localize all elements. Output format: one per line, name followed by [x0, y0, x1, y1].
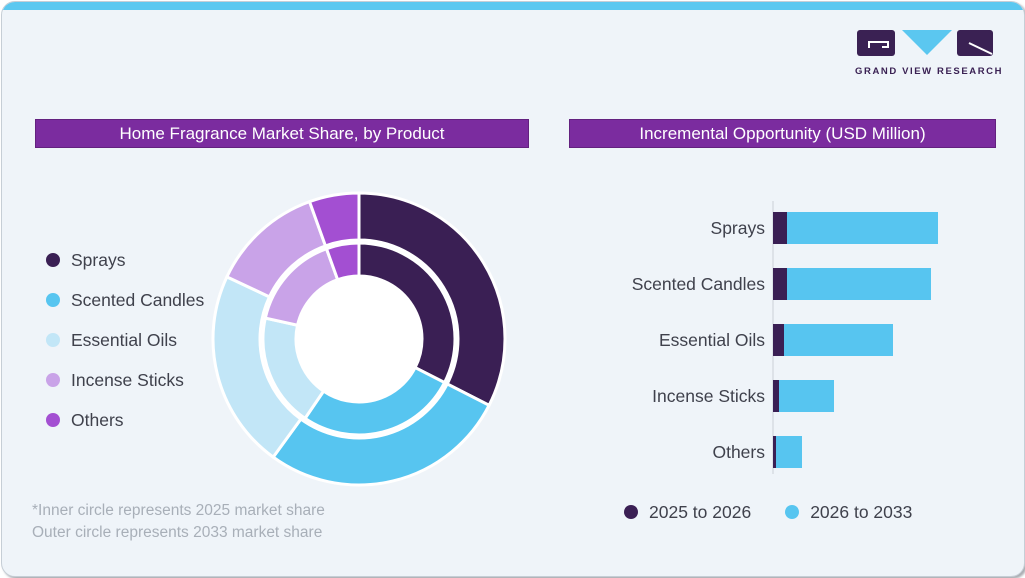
bar-segment-2026-2033: [776, 436, 802, 468]
legend-dot-2025-2026: [624, 505, 638, 519]
bar-chart-title: Incremental Opportunity (USD Million): [569, 119, 996, 148]
footnote-line-2: Outer circle represents 2033 market shar…: [32, 524, 323, 541]
bar-segment-2026-2033: [779, 380, 834, 412]
legend-dot-2026-2033: [785, 505, 800, 519]
legend-dot-sprays: [46, 253, 60, 267]
bar-label: Scented Candles: [631, 273, 765, 294]
legend-label: Sprays: [71, 249, 126, 270]
legend-item-scented-candles: Scented Candles: [46, 287, 204, 313]
logo-wordmark: GRAND VIEW RESEARCH: [855, 66, 1004, 77]
legend-item-others: Others: [46, 407, 204, 433]
bar-track: [773, 268, 931, 300]
bar-label: Others: [712, 441, 765, 462]
legend-dot-essential-oils: [46, 333, 60, 347]
donut-chart: [211, 191, 507, 487]
bar-segment-2025-2026: [773, 324, 784, 356]
bar-segment-2026-2033: [787, 268, 931, 300]
legend-dot-others: [46, 413, 60, 427]
legend-item-incense-sticks: Incense Sticks: [46, 367, 204, 393]
legend-item-essential-oils: Essential Oils: [46, 327, 204, 353]
bar-track: [773, 436, 802, 468]
legend-item-2025-2026: 2025 to 2026: [624, 499, 751, 525]
legend-label: 2026 to 2033: [810, 501, 913, 522]
bar-label: Incense Sticks: [652, 385, 765, 406]
bar-segment-2026-2033: [787, 212, 938, 244]
bar-row-others: Others: [585, 436, 1015, 468]
bar-row-scented-candles: Scented Candles: [585, 268, 1015, 300]
bar-chart-legend: 2025 to 2026 2026 to 2033: [624, 499, 912, 525]
donut-legend: Sprays Scented Candles Essential Oils In…: [46, 247, 204, 447]
bar-label: Sprays: [710, 217, 765, 238]
bar-segment-2026-2033: [784, 324, 893, 356]
top-accent-strip: [2, 2, 1024, 10]
legend-label: 2025 to 2026: [649, 501, 752, 522]
grand-view-research-logo: GRAND VIEW RESEARCH: [855, 28, 1004, 77]
legend-label: Others: [71, 409, 124, 430]
footnote-line-1: *Inner circle represents 2025 market sha…: [32, 502, 325, 519]
legend-label: Incense Sticks: [71, 369, 184, 390]
legend-dot-incense-sticks: [46, 373, 60, 387]
legend-label: Essential Oils: [71, 329, 178, 350]
legend-dot-scented-candles: [46, 293, 60, 307]
legend-label: Scented Candles: [71, 289, 205, 310]
legend-item-sprays: Sprays: [46, 247, 204, 273]
bar-segment-2025-2026: [773, 212, 787, 244]
donut-footnote: *Inner circle represents 2025 market sha…: [32, 500, 325, 544]
bar-row-incense-sticks: Incense Sticks: [585, 380, 1015, 412]
bar-track: [773, 324, 893, 356]
bar-segment-2025-2026: [773, 380, 779, 412]
bar-label: Essential Oils: [658, 329, 765, 350]
bar-segment-2025-2026: [773, 436, 776, 468]
gvr-logo-icon: [857, 30, 993, 56]
bar-track: [773, 380, 834, 412]
bar-segment-2025-2026: [773, 268, 787, 300]
bar-row-sprays: Sprays: [585, 212, 1015, 244]
bar-chart: Sprays Scented Candles Essential Oils In…: [585, 212, 1015, 492]
bar-row-essential-oils: Essential Oils: [585, 324, 1015, 356]
donut-chart-title: Home Fragrance Market Share, by Product: [35, 119, 529, 148]
legend-item-2026-2033: 2026 to 2033: [785, 499, 912, 525]
bar-track: [773, 212, 938, 244]
